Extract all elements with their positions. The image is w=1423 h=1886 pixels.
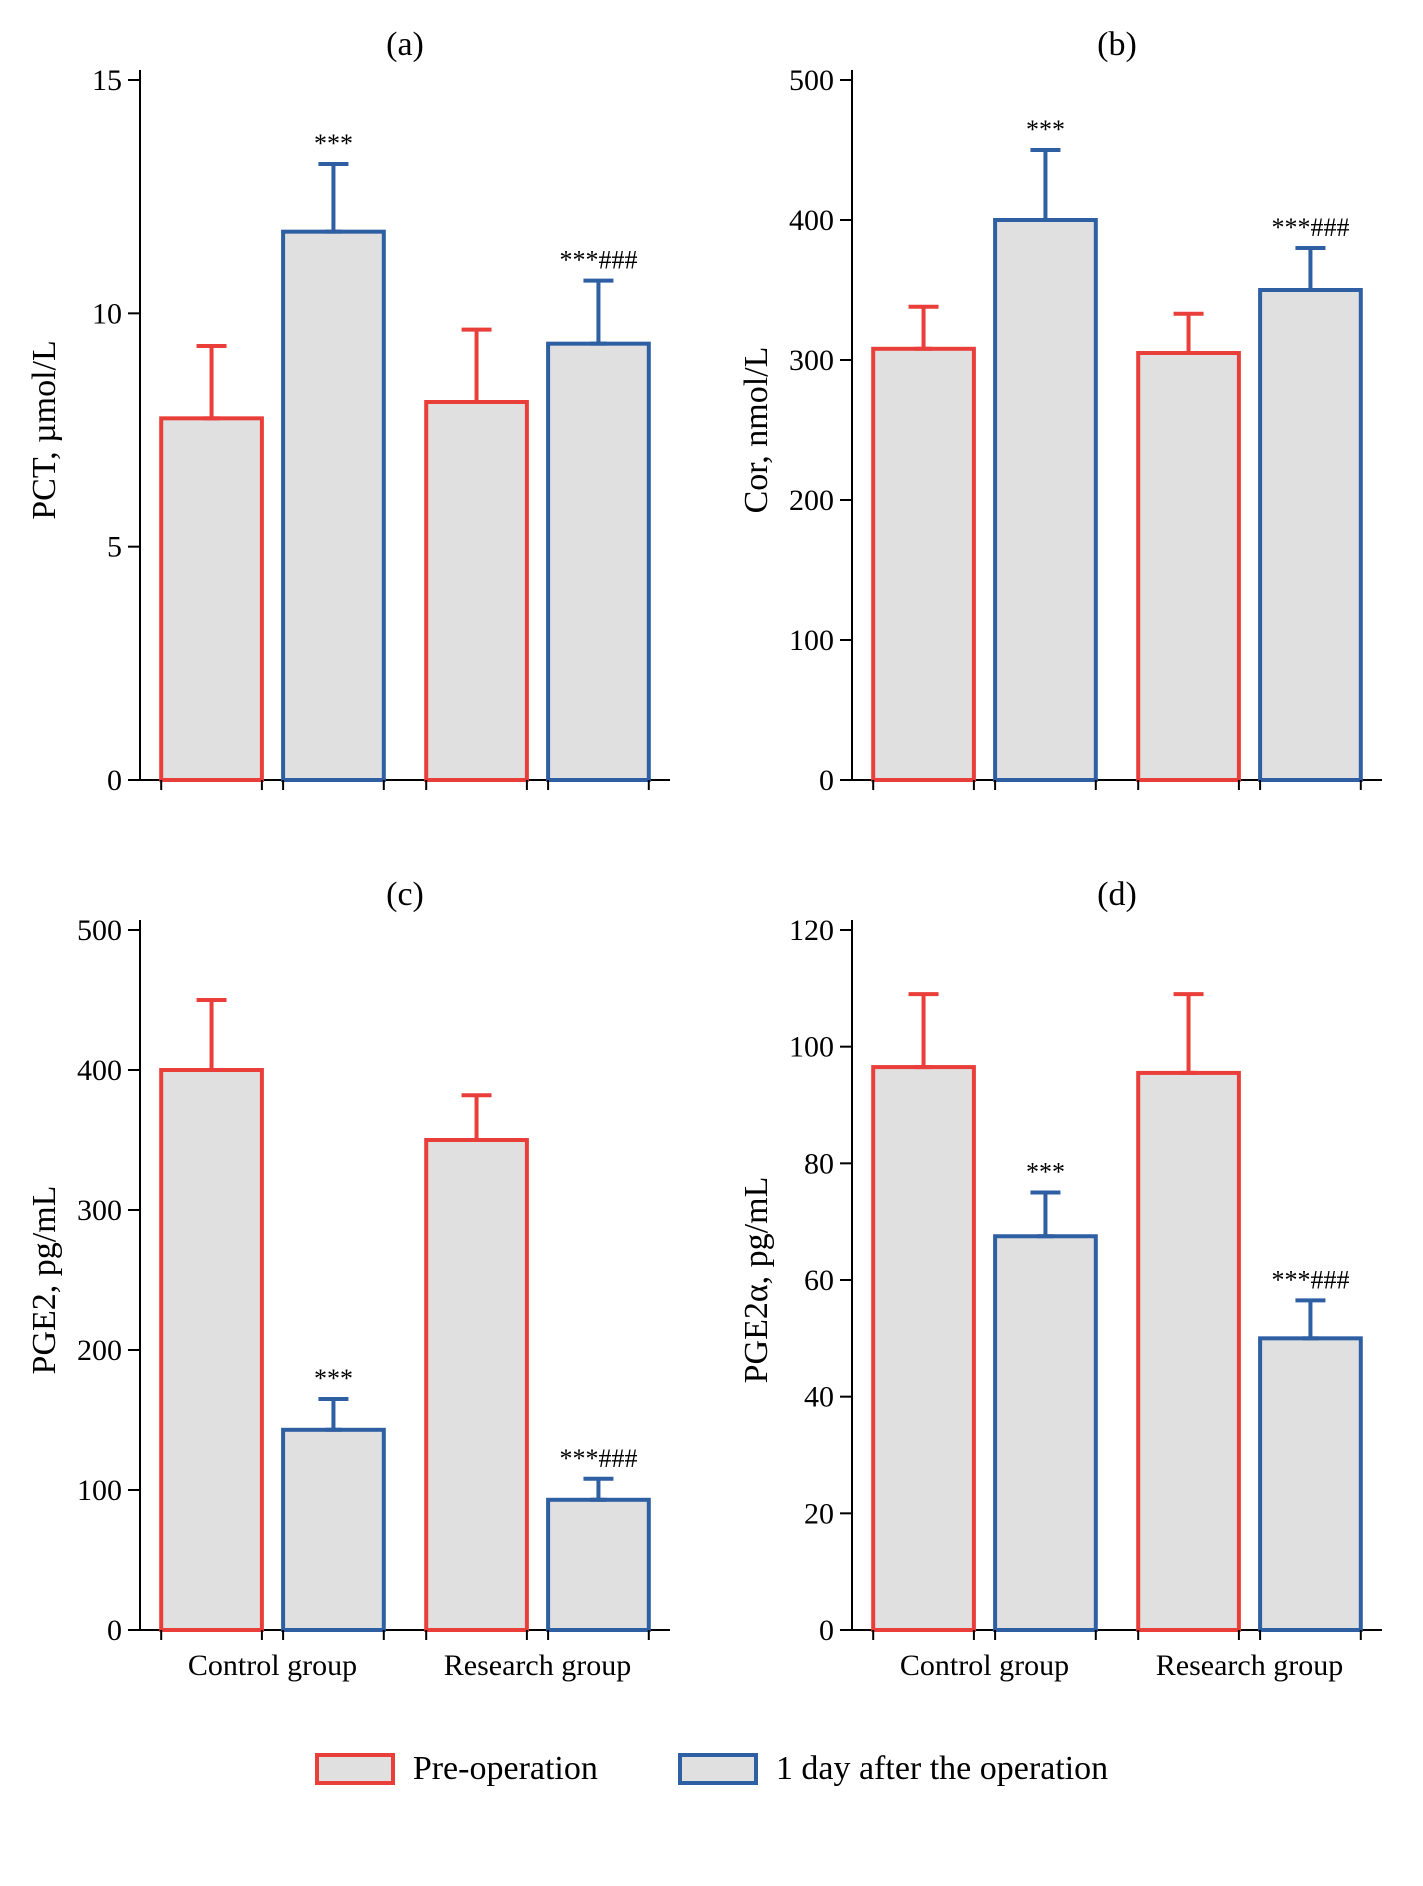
- significance-label: ***: [1025, 1158, 1064, 1187]
- x-group-label: Control group: [899, 1649, 1068, 1682]
- bar-pre: [161, 418, 262, 780]
- bar-pre: [1138, 1073, 1239, 1630]
- x-group-label: Research group: [1155, 1649, 1342, 1682]
- legend-swatch-pre: [315, 1753, 395, 1785]
- y-tick-label: 400: [77, 1054, 122, 1087]
- y-tick-label: 500: [77, 914, 122, 947]
- significance-label: ***###: [559, 246, 637, 275]
- y-axis-label: PCT, µmol/L: [26, 340, 63, 520]
- bar-post: [1260, 290, 1361, 780]
- panel-letter: (d): [1097, 876, 1137, 913]
- panel-a: (a) 0 5 10 15 PCT, µmol/L *** ***###: [20, 20, 692, 860]
- y-tick-label: 200: [789, 484, 834, 517]
- legend-item-pre: Pre-operation: [315, 1750, 598, 1788]
- figure-grid: (a)051015PCT, µmol/L******### (b)0100200…: [20, 20, 1403, 1788]
- significance-label: ***###: [559, 1444, 637, 1473]
- y-tick-label: 200: [77, 1334, 122, 1367]
- y-tick-label: 0: [107, 764, 122, 797]
- panel-d: (d) 0 20 40 60 80 100 120 PGE2α, pg/mL *** ***### C…: [732, 870, 1404, 1710]
- panel-letter: (a): [386, 26, 424, 63]
- legend-swatch-post: [678, 1753, 758, 1785]
- bar-post: [548, 1500, 649, 1630]
- y-tick-label: 300: [789, 344, 834, 377]
- y-tick-label: 100: [789, 1031, 834, 1064]
- y-tick-label: 10: [92, 297, 122, 330]
- legend-label-post: 1 day after the operation: [776, 1750, 1108, 1788]
- y-tick-label: 60: [804, 1264, 834, 1297]
- y-tick-label: 15: [92, 64, 122, 97]
- legend: Pre-operation 1 day after the operation: [20, 1720, 1403, 1788]
- bar-post: [995, 220, 1096, 780]
- bar-pre: [873, 349, 974, 780]
- significance-label: ***: [314, 129, 353, 158]
- y-tick-label: 500: [789, 64, 834, 97]
- y-tick-label: 400: [789, 204, 834, 237]
- y-tick-label: 0: [819, 764, 834, 797]
- bar-pre: [161, 1070, 262, 1630]
- significance-label: ***: [314, 1364, 353, 1393]
- y-axis-label: Cor, nmol/L: [738, 347, 775, 514]
- significance-label: ***###: [1271, 213, 1349, 242]
- panel-b: (b) 0 100 200 300 400 500 Cor, nmol/L *** ***###: [732, 20, 1404, 860]
- significance-label: ***: [1025, 115, 1064, 144]
- y-axis-label: PGE2α, pg/mL: [738, 1177, 775, 1384]
- bar-pre: [873, 1067, 974, 1630]
- y-tick-label: 40: [804, 1381, 834, 1414]
- bar-pre: [426, 1140, 527, 1630]
- y-tick-label: 20: [804, 1497, 834, 1530]
- bar-post: [1260, 1338, 1361, 1630]
- y-tick-label: 300: [77, 1194, 122, 1227]
- y-tick-label: 0: [819, 1614, 834, 1647]
- significance-label: ***###: [1271, 1265, 1349, 1294]
- x-group-label: Research group: [444, 1649, 631, 1682]
- y-tick-label: 5: [107, 531, 122, 564]
- legend-label-pre: Pre-operation: [413, 1750, 598, 1788]
- panel-c: (c) 0 100 200 300 400 500 PGE2, pg/mL *** ***### C…: [20, 870, 692, 1710]
- bar-pre: [426, 402, 527, 780]
- panel-letter: (c): [386, 876, 424, 913]
- y-axis-label: PGE2, pg/mL: [26, 1186, 63, 1375]
- y-tick-label: 100: [77, 1474, 122, 1507]
- panel-letter: (b): [1097, 26, 1137, 63]
- bar-post: [548, 344, 649, 780]
- y-tick-label: 0: [107, 1614, 122, 1647]
- x-group-label: Control group: [188, 1649, 357, 1682]
- bar-post: [283, 232, 384, 780]
- y-tick-label: 100: [789, 624, 834, 657]
- y-tick-label: 80: [804, 1147, 834, 1180]
- bar-post: [283, 1430, 384, 1630]
- legend-item-post: 1 day after the operation: [678, 1750, 1108, 1788]
- bar-pre: [1138, 353, 1239, 780]
- bar-post: [995, 1236, 1096, 1630]
- y-tick-label: 120: [789, 914, 834, 947]
